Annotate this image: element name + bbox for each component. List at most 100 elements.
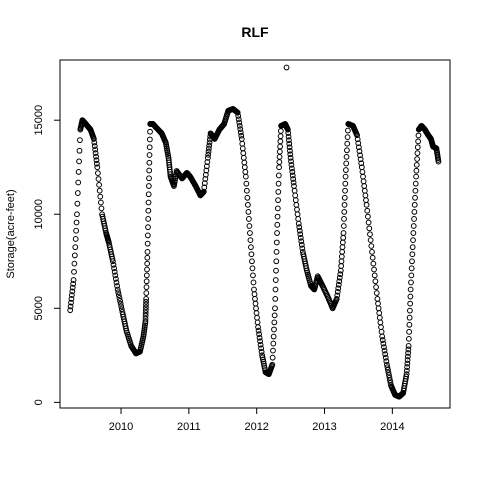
data-point <box>334 292 341 299</box>
data-point <box>270 333 277 340</box>
data-point <box>272 295 279 302</box>
x-tick-label: 2012 <box>244 421 268 433</box>
data-point <box>143 290 150 296</box>
x-tick-label: 2013 <box>312 421 336 433</box>
data-point <box>341 201 348 208</box>
data-point <box>273 239 280 246</box>
data-point <box>414 144 421 151</box>
data-point <box>336 278 343 285</box>
data-point <box>407 286 414 293</box>
data-point <box>337 271 344 278</box>
data-point <box>387 377 393 384</box>
data-point <box>250 272 256 279</box>
data-point <box>407 293 414 300</box>
data-point <box>71 252 78 259</box>
data-point <box>288 165 295 172</box>
data-point <box>77 137 83 144</box>
data-point <box>298 238 305 245</box>
y-tick-label: 5000 <box>33 296 45 320</box>
data-point <box>270 340 277 347</box>
data-point <box>286 144 293 151</box>
data-point <box>243 187 250 194</box>
data-point <box>71 268 77 275</box>
y-axis-label: Storage(acre-feet) <box>5 189 17 278</box>
data-point <box>146 136 153 143</box>
axes-group: 2010 2011 2012 2013 2014 0 5000 10000 15000 <box>33 105 405 433</box>
data-point <box>144 254 151 261</box>
data-point <box>409 244 416 251</box>
data-point <box>271 312 278 319</box>
data-point <box>406 328 413 335</box>
data-point <box>118 306 125 313</box>
data-point <box>271 326 277 333</box>
data-point <box>274 230 280 236</box>
plot-frame <box>59 59 451 409</box>
data-point <box>115 292 122 299</box>
data-point <box>201 184 208 191</box>
data-point <box>335 285 342 292</box>
data-point <box>255 324 261 331</box>
data-point <box>93 157 100 164</box>
data-point <box>355 144 362 151</box>
data-point <box>248 251 255 258</box>
data-point <box>249 258 255 265</box>
data-point <box>386 372 392 378</box>
data-point <box>364 207 371 214</box>
data-point <box>143 278 150 285</box>
data-point <box>144 240 151 247</box>
data-point <box>404 357 411 363</box>
data-point <box>345 127 351 134</box>
data-point <box>283 64 290 71</box>
data-point <box>369 254 376 261</box>
data-point <box>146 167 153 174</box>
data-point <box>285 130 292 137</box>
data-point <box>75 179 82 186</box>
data-point <box>142 304 149 311</box>
data-point <box>411 201 418 208</box>
data-point <box>142 307 149 314</box>
data-point <box>287 147 293 154</box>
data-point <box>409 258 415 265</box>
data-point <box>245 216 252 222</box>
data-point <box>288 158 294 165</box>
data-point <box>235 116 242 123</box>
data-point <box>92 146 99 153</box>
data-point <box>411 208 418 215</box>
data-point <box>93 160 100 167</box>
data-point <box>68 299 74 306</box>
data-point <box>299 245 306 252</box>
data-point <box>112 276 119 282</box>
data-point <box>384 364 391 371</box>
data-point <box>73 227 80 234</box>
data-point <box>413 161 420 168</box>
data-point <box>383 358 390 365</box>
data-point <box>344 134 351 141</box>
data-point <box>273 248 280 255</box>
data-point <box>236 122 243 129</box>
data-point <box>144 266 150 273</box>
data-point <box>334 288 341 295</box>
data-point <box>91 143 98 149</box>
data-point <box>384 361 390 368</box>
data-point <box>145 191 152 198</box>
data-point <box>247 230 253 236</box>
data-point <box>372 278 379 285</box>
data-point <box>68 295 75 302</box>
data-point <box>367 231 373 238</box>
data-point <box>257 338 263 345</box>
data-point <box>110 261 117 268</box>
data-point <box>143 295 150 302</box>
data-point <box>356 148 363 155</box>
data-point <box>243 180 250 187</box>
data-point <box>381 347 388 354</box>
data-point <box>275 180 282 187</box>
data-point <box>408 272 415 279</box>
data-point <box>295 220 302 227</box>
data-point <box>244 201 251 208</box>
data-point <box>146 144 153 151</box>
data-point <box>144 232 151 239</box>
data-point <box>381 344 387 351</box>
data-point <box>146 159 153 166</box>
data-point <box>382 351 389 358</box>
data-point <box>92 150 99 157</box>
